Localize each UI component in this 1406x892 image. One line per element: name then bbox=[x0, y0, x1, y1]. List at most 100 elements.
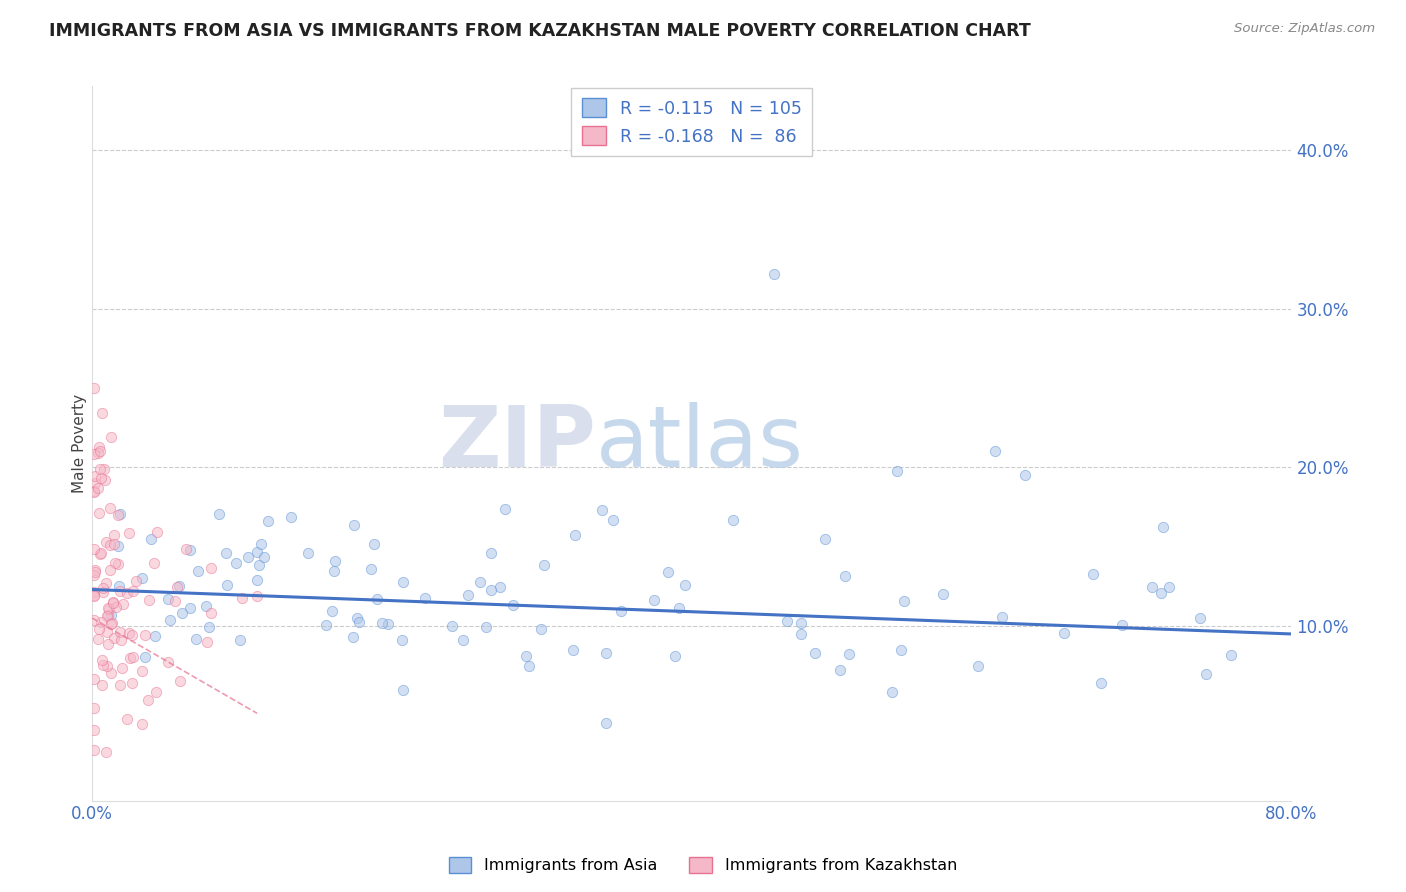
Point bbox=[1195, 667, 1218, 681]
Point bbox=[591, 503, 613, 517]
Text: Source: ZipAtlas.com: Source: ZipAtlas.com bbox=[1234, 22, 1375, 36]
Point bbox=[517, 659, 540, 673]
Point bbox=[723, 513, 745, 527]
Point bbox=[789, 626, 811, 640]
Point bbox=[983, 444, 1005, 458]
Point bbox=[595, 715, 617, 730]
Point bbox=[200, 606, 222, 620]
Point bbox=[763, 267, 786, 281]
Point bbox=[247, 558, 270, 573]
Point bbox=[200, 561, 222, 575]
Point bbox=[595, 646, 617, 660]
Point bbox=[451, 632, 474, 647]
Point bbox=[103, 528, 125, 542]
Point bbox=[413, 591, 436, 606]
Point bbox=[108, 579, 131, 593]
Point bbox=[108, 584, 131, 599]
Point bbox=[98, 602, 121, 616]
Point bbox=[315, 617, 337, 632]
Point bbox=[93, 473, 115, 487]
Point bbox=[138, 593, 160, 607]
Point bbox=[141, 533, 163, 547]
Point bbox=[94, 576, 117, 591]
Point bbox=[342, 630, 364, 644]
Point bbox=[166, 580, 188, 594]
Point bbox=[103, 537, 125, 551]
Point bbox=[84, 566, 107, 580]
Point bbox=[83, 541, 105, 556]
Point bbox=[96, 608, 118, 623]
Point bbox=[457, 588, 479, 602]
Point bbox=[157, 655, 180, 669]
Point bbox=[184, 632, 207, 646]
Point bbox=[228, 633, 250, 648]
Point bbox=[89, 462, 111, 476]
Point bbox=[131, 717, 153, 731]
Point bbox=[664, 648, 686, 663]
Text: ZIP: ZIP bbox=[439, 402, 596, 485]
Point bbox=[533, 558, 555, 573]
Point bbox=[893, 593, 915, 607]
Point bbox=[83, 381, 105, 395]
Point bbox=[1220, 648, 1243, 663]
Point bbox=[122, 650, 145, 665]
Point bbox=[215, 546, 238, 560]
Point bbox=[93, 462, 115, 476]
Point bbox=[89, 547, 111, 561]
Point bbox=[643, 593, 665, 607]
Point bbox=[100, 430, 122, 444]
Point bbox=[117, 586, 139, 600]
Point bbox=[91, 582, 114, 596]
Point bbox=[170, 606, 193, 620]
Point bbox=[83, 588, 105, 602]
Point bbox=[280, 509, 302, 524]
Point bbox=[110, 624, 132, 639]
Point bbox=[1140, 580, 1163, 594]
Point bbox=[225, 556, 247, 570]
Point bbox=[108, 508, 131, 522]
Point bbox=[1111, 618, 1133, 632]
Point bbox=[87, 622, 110, 636]
Point bbox=[121, 628, 143, 642]
Point bbox=[347, 615, 370, 630]
Point bbox=[97, 636, 120, 650]
Point bbox=[991, 609, 1014, 624]
Point bbox=[110, 632, 132, 647]
Point bbox=[84, 563, 107, 577]
Point bbox=[83, 673, 105, 687]
Point bbox=[91, 657, 114, 672]
Point bbox=[391, 574, 413, 589]
Point bbox=[115, 712, 138, 726]
Point bbox=[602, 513, 624, 527]
Point bbox=[91, 584, 114, 599]
Point bbox=[1052, 626, 1074, 640]
Point bbox=[657, 565, 679, 579]
Point bbox=[179, 542, 201, 557]
Point bbox=[146, 524, 169, 539]
Point bbox=[169, 579, 191, 593]
Point bbox=[143, 556, 166, 570]
Point bbox=[98, 500, 121, 515]
Point bbox=[197, 620, 219, 634]
Point bbox=[118, 626, 141, 640]
Point bbox=[103, 631, 125, 645]
Point bbox=[90, 471, 112, 485]
Point bbox=[134, 649, 156, 664]
Point bbox=[804, 647, 827, 661]
Point bbox=[363, 537, 385, 551]
Point bbox=[111, 661, 134, 675]
Point bbox=[489, 580, 512, 594]
Point bbox=[391, 632, 413, 647]
Point bbox=[776, 614, 799, 628]
Point bbox=[932, 587, 955, 601]
Point bbox=[837, 647, 859, 661]
Point bbox=[967, 658, 990, 673]
Point bbox=[502, 598, 524, 612]
Point bbox=[97, 601, 120, 615]
Point bbox=[100, 617, 122, 632]
Point bbox=[1150, 585, 1173, 599]
Point bbox=[515, 648, 537, 663]
Point bbox=[94, 745, 117, 759]
Point bbox=[814, 533, 837, 547]
Point bbox=[159, 613, 181, 627]
